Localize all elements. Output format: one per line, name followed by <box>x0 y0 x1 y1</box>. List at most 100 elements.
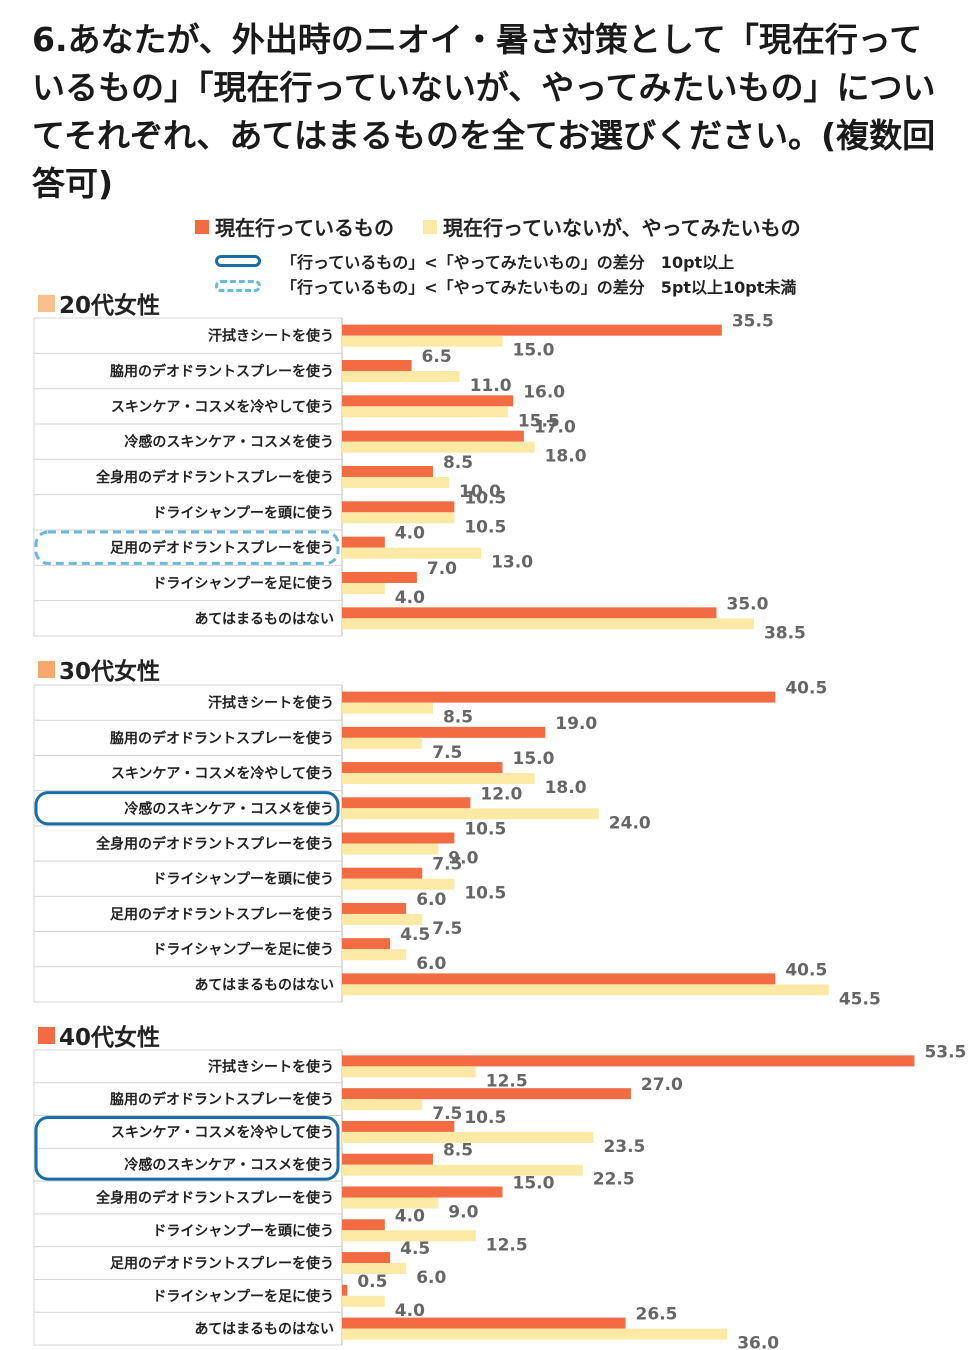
section-square-20s <box>38 294 55 312</box>
data-label-current: 10.5 <box>464 820 506 840</box>
legend-swatch-current <box>195 219 209 234</box>
category-label: あてはまるものはない <box>195 611 334 627</box>
bar-current <box>342 1284 348 1296</box>
bar-want <box>342 1099 423 1111</box>
section-square-40s <box>38 1026 55 1044</box>
category-label: 冷感のスキンケア・コスメを使う <box>124 434 334 451</box>
legend-item-want: 現在行っていないが、やってみたいもの <box>422 212 801 241</box>
bar-current <box>342 762 503 774</box>
category-label: 脇用のデオドラントスプレーを使う <box>110 363 334 380</box>
category-label: ドライシャンプーを頭に使う <box>152 871 334 888</box>
data-label-current: 40.5 <box>785 960 827 980</box>
bar-current <box>342 1153 433 1165</box>
bar-want <box>342 773 535 785</box>
data-label-current: 6.5 <box>422 347 452 367</box>
bar-want <box>342 547 482 559</box>
data-label-current: 6.0 <box>416 890 446 910</box>
legend-label-current: 現在行っているもの <box>215 216 394 240</box>
category-label: スキンケア・コスメを冷やして使う <box>111 398 334 415</box>
section-square-30s <box>38 660 55 678</box>
data-label-current: 8.5 <box>443 453 473 473</box>
data-label-want: 36.0 <box>737 1334 779 1350</box>
bar-current <box>342 1120 455 1132</box>
category-label: 脇用のデオドラントスプレーを使う <box>110 1091 334 1108</box>
category-label: 冷感のスキンケア・コスメを使う <box>124 1157 334 1174</box>
data-label-current: 10.5 <box>464 1108 506 1128</box>
data-label-current: 0.5 <box>357 1272 387 1292</box>
bar-want <box>342 878 455 890</box>
data-label-want: 9.0 <box>448 849 478 869</box>
bar-want <box>342 1263 407 1275</box>
category-label: ドライシャンプーを頭に使う <box>152 504 334 521</box>
bar-current <box>342 1219 385 1231</box>
section-title-30s-text: 30代女性 <box>59 659 161 685</box>
highlight-key: 「行っているもの」<「やってみたいもの」の差分 10pt以上 「行っているもの」… <box>215 248 796 298</box>
bar-want <box>342 1328 728 1340</box>
bar-want <box>342 702 433 714</box>
category-label: 足用のデオドラントスプレーを使う <box>110 906 334 923</box>
category-label: 冷感のスキンケア・コスメを使う <box>124 800 334 817</box>
data-label-current: 19.0 <box>555 714 597 734</box>
bar-current <box>342 867 423 879</box>
section-title-20s-text: 20代女性 <box>59 293 161 319</box>
data-label-want: 8.5 <box>443 708 473 728</box>
section-title-40s-text: 40代女性 <box>59 1025 161 1051</box>
solid-outline-swatch <box>215 254 261 267</box>
data-label-current: 4.0 <box>395 524 425 544</box>
section-title-30s: 30代女性 <box>38 652 160 686</box>
bar-want <box>342 406 508 418</box>
bar-want <box>342 441 535 453</box>
data-label-current: 12.0 <box>480 784 522 804</box>
data-label-current: 4.5 <box>400 1239 430 1259</box>
bar-want <box>342 583 385 594</box>
bar-current <box>342 466 433 477</box>
data-label-want: 13.0 <box>491 553 533 573</box>
highlight-key-dashed-label: 「行っているもの」<「やってみたいもの」の差分 5pt以上10pt未満 <box>281 277 797 297</box>
data-label-want: 7.5 <box>432 743 462 763</box>
bar-want <box>342 737 423 749</box>
category-label: 足用のデオドラントスプレーを使う <box>110 540 334 557</box>
data-label-want: 18.0 <box>545 447 587 467</box>
bar-current <box>342 572 417 583</box>
data-label-current: 26.5 <box>636 1305 678 1325</box>
data-label-current: 15.0 <box>513 1174 555 1194</box>
bar-want <box>342 1131 594 1143</box>
highlight-key-solid: 「行っているもの」<「やってみたいもの」の差分 10pt以上 <box>215 248 796 273</box>
category-label: 汗拭きシートを使う <box>208 695 334 712</box>
data-label-want: 6.0 <box>416 1268 446 1288</box>
bar-want <box>342 512 455 524</box>
category-label: 汗拭きシートを使う <box>208 328 334 345</box>
bar-current <box>342 797 471 809</box>
data-label-current: 7.5 <box>432 855 462 875</box>
bar-current <box>342 607 717 619</box>
legend-label-want: 現在行っていないが、やってみたいもの <box>442 216 801 240</box>
bar-want <box>342 1066 476 1078</box>
category-label: あてはまるものはない <box>195 977 334 993</box>
section-title-20s: 20代女性 <box>38 286 160 320</box>
data-label-want: 24.0 <box>609 813 651 833</box>
data-label-current: 4.0 <box>395 1206 425 1226</box>
category-label: スキンケア・コスメを冷やして使う <box>111 765 334 782</box>
bar-want <box>342 335 503 347</box>
data-label-want: 18.0 <box>545 778 587 798</box>
data-label-want: 7.5 <box>432 1104 462 1124</box>
highlight-outline-solid <box>34 1116 340 1181</box>
data-label-want: 7.5 <box>432 919 462 939</box>
data-label-current: 27.0 <box>641 1075 683 1095</box>
section-title-40s: 40代女性 <box>38 1018 160 1052</box>
category-label: 全身用のデオドラントスプレーを使う <box>95 1190 334 1207</box>
data-label-want: 45.5 <box>839 989 881 1009</box>
category-label: あてはまるものはない <box>195 1322 334 1338</box>
bar-current <box>342 430 524 442</box>
category-label: スキンケア・コスメを冷やして使う <box>111 1124 334 1141</box>
bar-want <box>342 371 460 382</box>
bar-want <box>342 1197 439 1209</box>
bar-current <box>342 902 407 914</box>
bar-current <box>342 501 455 513</box>
highlight-key-dashed: 「行っているもの」<「やってみたいもの」の差分 5pt以上10pt未満 <box>215 273 796 298</box>
data-label-want: 15.0 <box>513 341 555 361</box>
bar-want <box>342 808 599 820</box>
bar-want <box>342 913 423 925</box>
data-label-current: 35.5 <box>732 312 774 332</box>
